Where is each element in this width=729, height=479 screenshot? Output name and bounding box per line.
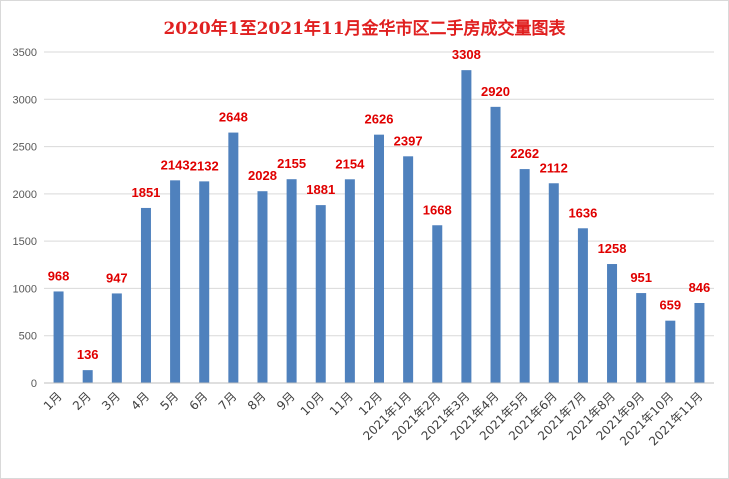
x-tick-label: 5月 (157, 389, 181, 413)
data-label: 951 (630, 270, 652, 285)
data-label: 2920 (481, 84, 510, 99)
bar (111, 293, 122, 383)
bar (315, 205, 326, 383)
bar (199, 181, 210, 383)
chart-title: 2020年1至2021年11月金华市区二手房成交量图表 (163, 19, 566, 39)
x-tick-label: 8月 (245, 389, 269, 413)
x-tick-label: 1月 (41, 389, 65, 413)
data-label: 1851 (131, 185, 160, 200)
data-label: 968 (48, 268, 70, 283)
y-tick-label: 0 (31, 378, 37, 390)
bar (140, 207, 151, 383)
y-tick-label: 3000 (13, 94, 37, 106)
y-tick-label: 3500 (13, 47, 37, 59)
bar (432, 225, 443, 383)
x-tick-label: 10月 (298, 389, 327, 418)
data-label: 2028 (248, 168, 277, 183)
bar (228, 132, 239, 383)
data-label: 3308 (452, 47, 481, 62)
data-label: 2154 (335, 156, 365, 171)
data-label: 846 (689, 280, 711, 295)
bar (344, 179, 355, 383)
bar (53, 291, 64, 383)
data-label: 1258 (598, 241, 627, 256)
bar (286, 179, 297, 383)
bar (519, 169, 530, 383)
data-label: 1881 (306, 182, 335, 197)
bar (461, 70, 472, 383)
data-label: 136 (77, 347, 99, 362)
data-label: 1636 (568, 205, 597, 220)
data-label: 659 (659, 298, 681, 313)
x-tick-label: 2月 (70, 389, 94, 413)
data-label: 2143 (161, 157, 190, 172)
x-tick-label: 6月 (187, 389, 211, 413)
bar (403, 156, 414, 383)
bar (577, 228, 588, 383)
bar (257, 191, 268, 383)
data-label: 2262 (510, 146, 539, 161)
x-tick-label: 9月 (274, 389, 298, 413)
y-tick-label: 2500 (13, 142, 37, 154)
bar (170, 180, 181, 383)
y-tick-label: 1500 (13, 236, 37, 248)
y-tick-label: 2000 (13, 189, 37, 201)
bar (607, 264, 618, 383)
bar (82, 370, 93, 383)
x-tick-label: 3月 (99, 389, 123, 413)
x-tick-label: 7月 (216, 389, 240, 413)
x-tick-label: 11月 (327, 389, 356, 418)
x-tick-label: 4月 (128, 389, 152, 413)
bar (665, 320, 676, 383)
bar (636, 293, 647, 383)
data-label: 947 (106, 270, 128, 285)
data-label: 2112 (540, 160, 568, 175)
bar (548, 183, 559, 383)
y-tick-label: 500 (19, 331, 37, 343)
data-label: 2132 (190, 158, 219, 173)
y-tick-label: 1000 (13, 283, 37, 295)
bar (490, 106, 501, 383)
data-label: 2626 (365, 112, 394, 127)
data-label: 2155 (277, 156, 306, 171)
data-label: 2648 (219, 110, 248, 125)
bar (374, 134, 384, 383)
data-label: 2397 (394, 133, 423, 148)
bar (694, 302, 705, 383)
data-label: 1668 (423, 202, 452, 217)
